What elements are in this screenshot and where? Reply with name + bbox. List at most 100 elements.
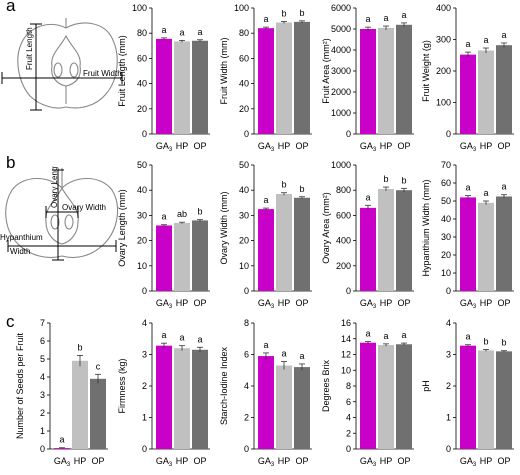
- hypanthium-width-label: Width: [10, 247, 30, 256]
- significance-letter: a: [501, 30, 506, 40]
- category-label-hp: HP: [480, 456, 493, 466]
- y-tick-label: 4: [346, 413, 351, 423]
- bar-op: [496, 45, 512, 134]
- y-tick-label: 40: [239, 79, 249, 89]
- bar-hp: [174, 348, 190, 449]
- seeds-per-fruit-chart: 0 1 2 3 4 5 6 7 Number of Seeds per Fruit a GA3 b HP…: [15, 318, 108, 468]
- significance-letter: a: [501, 182, 506, 192]
- significance-letter: a: [197, 334, 202, 344]
- y-tick-label: 2: [142, 381, 147, 391]
- ph-chart: 0 1 2 3 4 pH a GA3 b HP b OP: [421, 318, 514, 468]
- y-tick-label: 0: [142, 129, 147, 139]
- significance-letter: a: [197, 27, 202, 37]
- significance-letter: a: [365, 14, 370, 24]
- y-tick-label: 20: [137, 236, 147, 246]
- category-label-op: OP: [497, 298, 510, 308]
- bar-hp: [276, 22, 292, 135]
- y-axis-label: pH: [421, 380, 431, 392]
- y-tick-label: 0: [346, 444, 351, 454]
- y-axis-label: Hypanthium Width (mm): [421, 179, 431, 276]
- category-label-hp: HP: [278, 298, 291, 308]
- y-tick-label: 16: [341, 318, 351, 328]
- bar-hp: [478, 202, 494, 291]
- bar-ga3: [258, 209, 274, 291]
- y-tick-label: 30: [441, 232, 451, 242]
- fruit-length-label: Fruit Length: [25, 27, 34, 70]
- y-tick-label: 80: [239, 28, 249, 38]
- category-label-ga3: GA3: [258, 298, 275, 310]
- y-tick-label: 10: [341, 365, 351, 375]
- category-label-ga3: GA3: [54, 456, 71, 468]
- bar-op: [496, 196, 512, 291]
- panel-letter-c: c: [6, 312, 15, 331]
- category-label-op: OP: [397, 141, 410, 151]
- bar-ga3: [460, 54, 476, 135]
- category-label-op: OP: [193, 141, 206, 151]
- category-label-ga3: GA3: [460, 141, 477, 153]
- significance-letter: a: [483, 35, 488, 45]
- y-tick-label: 2000: [331, 87, 351, 97]
- category-label-op: OP: [295, 298, 308, 308]
- ovary-width-label: Ovary Width: [62, 203, 106, 212]
- significance-letter: a: [161, 330, 166, 340]
- y-axis-label: Fruit Weight (g): [421, 40, 431, 102]
- y-tick-label: 60: [441, 178, 451, 188]
- bar-op: [396, 344, 412, 449]
- y-tick-label: 50: [441, 196, 451, 206]
- bar-ga3: [460, 345, 476, 449]
- y-tick-label: 8: [244, 318, 249, 328]
- bar-op: [90, 378, 106, 449]
- hypanthium-width-chart: 0 10 20 30 40 50 60 70 Hypanthium Width (mm) a GA3…: [421, 160, 514, 310]
- category-label-ga3: GA3: [460, 456, 477, 468]
- bar-hp: [276, 193, 292, 291]
- significance-letter: a: [161, 25, 166, 35]
- y-tick-label: 400: [436, 3, 451, 13]
- y-tick-label: 40: [137, 185, 147, 195]
- significance-letter: a: [263, 14, 268, 24]
- significance-letter: a: [179, 333, 184, 343]
- y-tick-label: 7: [40, 318, 45, 328]
- panel-letter-b: b: [6, 153, 16, 172]
- category-label-op: OP: [91, 456, 104, 466]
- y-tick-label: 100: [132, 3, 147, 13]
- bar-op: [396, 24, 412, 134]
- y-tick-label: 20: [441, 250, 451, 260]
- y-tick-label: 3000: [331, 66, 351, 76]
- y-tick-label: 0: [346, 286, 351, 296]
- y-tick-label: 2: [446, 381, 451, 391]
- y-tick-label: 1000: [331, 160, 351, 170]
- degrees-brix-chart: 0 2 4 6 8 10 12 14 16 Degrees Brix a GA3 a HP a OP: [321, 318, 414, 468]
- ovary-diagram: Ovary Length Ovary Width Hypanthium Widt…: [0, 166, 119, 261]
- y-axis-label: Ovary Width (mm): [219, 191, 229, 264]
- significance-letter: a: [465, 332, 470, 342]
- category-label-hp: HP: [380, 456, 393, 466]
- y-tick-label: 400: [336, 236, 351, 246]
- significance-letter: a: [365, 329, 370, 339]
- y-tick-label: 14: [341, 334, 351, 344]
- significance-letter: a: [383, 331, 388, 341]
- category-label-hp: HP: [480, 141, 493, 151]
- y-tick-label: 4: [446, 318, 451, 328]
- category-label-ga3: GA3: [360, 298, 377, 310]
- bar-hp: [378, 188, 394, 291]
- category-label-hp: HP: [176, 141, 189, 151]
- significance-letter: a: [365, 192, 370, 202]
- y-axis-label: Fruit Length (mm): [117, 35, 127, 107]
- bar-ga3: [156, 38, 172, 135]
- category-label-ga3: GA3: [460, 298, 477, 310]
- category-label-hp: HP: [176, 456, 189, 466]
- bar-hp: [378, 345, 394, 449]
- y-tick-label: 2: [244, 413, 249, 423]
- y-tick-label: 4: [40, 372, 45, 382]
- y-tick-label: 0: [244, 129, 249, 139]
- y-tick-label: 0: [244, 286, 249, 296]
- bar-ga3: [460, 197, 476, 291]
- significance-letter: a: [59, 435, 64, 445]
- y-tick-label: 0: [40, 444, 45, 454]
- significance-letter: a: [263, 195, 268, 205]
- y-tick-label: 1: [142, 413, 147, 423]
- bar-ga3: [156, 345, 172, 449]
- significance-letter: b: [383, 174, 388, 184]
- significance-letter: b: [299, 184, 304, 194]
- y-axis-label: Starch-Iodine Index: [219, 346, 229, 425]
